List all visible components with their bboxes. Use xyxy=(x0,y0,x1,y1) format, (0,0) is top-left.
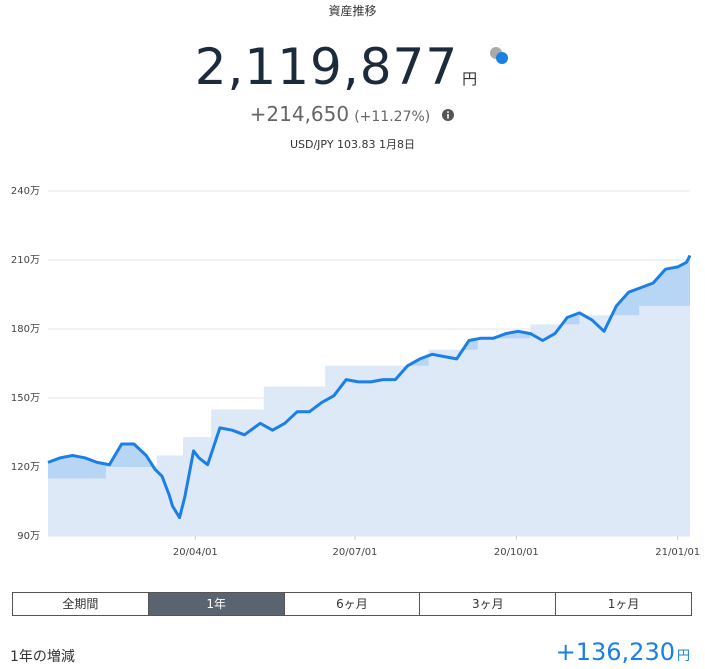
chart: 90万 120万 150万 180万 210万 240万 20/04/01 20/07/01 2… xyxy=(11,186,700,558)
x-tick-label: 21/01/01 xyxy=(655,547,700,558)
summary-unit: 円 xyxy=(676,649,690,664)
change-row: +214,650 (+11.27%) xyxy=(0,102,705,126)
x-tick-label: 20/07/01 xyxy=(333,547,378,558)
period-tab[interactable]: 全期間 xyxy=(62,597,99,611)
y-tick-label: 210万 xyxy=(11,255,40,266)
y-tick-label: 120万 xyxy=(11,462,40,473)
period-tab[interactable]: 6ヶ月 xyxy=(283,593,420,615)
fx-rate: USD/JPY 103.83 1月8日 xyxy=(289,138,416,151)
period-tab[interactable]: 1ヶ月 xyxy=(555,593,691,615)
principal-area xyxy=(48,306,690,536)
total: 2,119,877 xyxy=(194,38,459,96)
asset-line xyxy=(47,254,692,520)
unit: 円 xyxy=(462,70,478,88)
period-tabs: 全期間 1年 6ヶ月 3ヶ月 1ヶ月 xyxy=(12,592,692,616)
title: 資産推移 xyxy=(328,4,377,18)
total-row: 2,119,877 円 xyxy=(0,38,705,96)
period-tab[interactable]: 3ヶ月 xyxy=(419,593,555,615)
summary-row: +136,230 円 xyxy=(556,638,690,666)
y-tick-label: 180万 xyxy=(11,324,40,335)
change-pct: (+11.27%) xyxy=(354,109,431,125)
y-tick-label: 150万 xyxy=(11,393,40,404)
info-icon[interactable] xyxy=(441,108,455,122)
period-tab[interactable]: 1年 xyxy=(147,593,284,615)
y-tick-label: 90万 xyxy=(17,531,40,542)
summary-label: 1年の増減 xyxy=(10,649,75,665)
summary-value: +136,230 xyxy=(555,638,675,666)
currency-icon[interactable] xyxy=(488,44,510,66)
change: +214,650 xyxy=(249,102,350,126)
x-tick-label: 20/04/01 xyxy=(173,547,218,558)
x-tick-label: 20/10/01 xyxy=(494,547,539,558)
y-tick-label: 240万 xyxy=(11,186,40,197)
